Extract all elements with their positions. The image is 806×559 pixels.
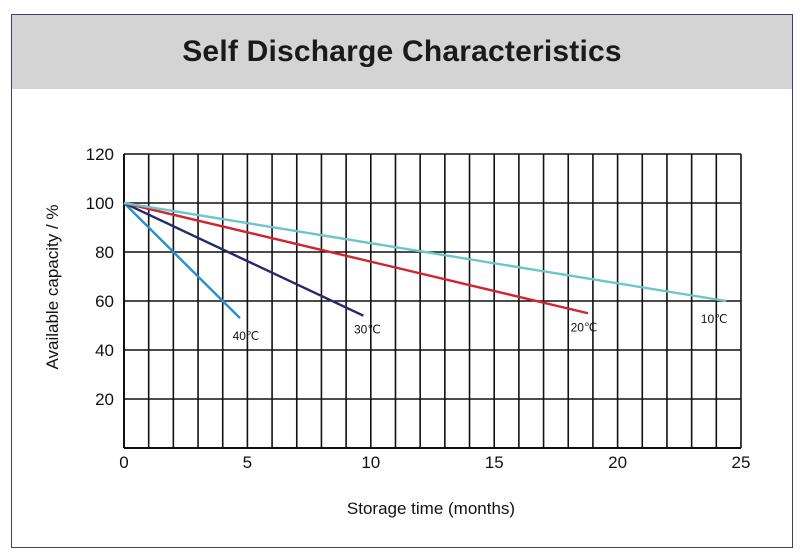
y-tick-label: 120 (86, 145, 114, 164)
chart-frame: Self Discharge Characteristics (11, 14, 793, 548)
series-line (123, 201, 364, 317)
labels-group: 0 5 10 15 20 25 20 40 60 80 100 120 40℃ 30℃ 20℃ 10℃ (86, 145, 751, 472)
grid (123, 153, 742, 448)
y-tick-label: 100 (86, 194, 114, 213)
y-tick-label: 20 (95, 390, 114, 409)
y-tick-label: 60 (95, 292, 114, 311)
x-tick-label: 10 (361, 453, 380, 472)
x-tick-label: 20 (608, 453, 627, 472)
series-label: 10℃ (701, 312, 728, 326)
y-axis-label: Available capacity / % (43, 204, 62, 369)
series-label: 30℃ (354, 323, 381, 337)
series-line (123, 201, 589, 315)
x-tick-label: 5 (243, 453, 252, 472)
x-axis-label: Storage time (months) (347, 499, 515, 518)
series-label: 40℃ (233, 329, 260, 343)
series-line (123, 201, 727, 303)
y-tick-label: 40 (95, 341, 114, 360)
series-line (123, 202, 241, 320)
y-tick-label: 80 (95, 243, 114, 262)
x-tick-label: 25 (732, 453, 751, 472)
x-tick-label: 15 (485, 453, 504, 472)
chart-title: Self Discharge Characteristics (182, 35, 622, 68)
series-group (123, 201, 727, 320)
x-tick-label: 0 (119, 453, 128, 472)
title-bar: Self Discharge Characteristics (12, 15, 792, 89)
series-label: 20℃ (571, 320, 598, 334)
